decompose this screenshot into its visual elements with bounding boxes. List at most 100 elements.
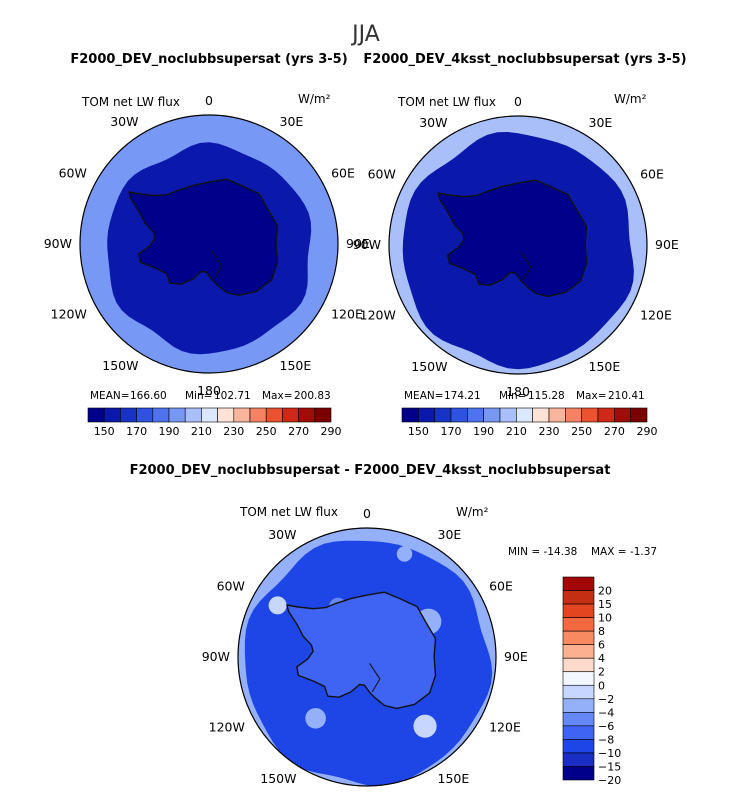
colorbar-cell: [184, 407, 202, 423]
colorbar-cell: [562, 712, 595, 727]
panel-title: F2000_DEV_4ksst_noclubbsupersat (yrs 3-5…: [363, 52, 686, 67]
mean-label: MEAN=: [404, 390, 444, 402]
min-value: MIN = -14.38: [508, 546, 577, 558]
colorbar-cell: [499, 407, 517, 423]
colorbar-tick-label: 15: [598, 598, 612, 611]
colorbar-tick-label: 0: [598, 679, 605, 692]
min-label: Min=: [185, 390, 212, 402]
variable-label: TOM net LW flux: [397, 95, 496, 109]
colorbar-tick-label: 190: [473, 425, 494, 438]
variable-label: TOM net LW flux: [239, 505, 338, 519]
anomaly-patch: [268, 596, 287, 615]
max-value: 200.83: [294, 390, 331, 402]
longitude-label: 180: [355, 796, 379, 798]
colorbar-cell: [103, 407, 121, 423]
colorbar-cell: [562, 725, 595, 740]
colorbar-cell: [467, 407, 484, 423]
longitude-label: 30E: [589, 115, 613, 130]
colorbar-cell: [562, 698, 595, 713]
colorbar-tick-label: 270: [288, 425, 309, 438]
max-value: 210.41: [608, 390, 645, 402]
colorbar-cell: [562, 576, 595, 591]
mean-value: 166.60: [130, 390, 167, 402]
colorbar-cell: [168, 407, 186, 423]
longitude-label: 0: [205, 93, 213, 108]
colorbar-tick-label: 4: [598, 652, 605, 665]
colorbar: 150 170 190 210 230 250 270 290: [401, 407, 658, 438]
colorbar-tick-label: 170: [441, 425, 462, 438]
colorbar-tick-label: 20: [598, 585, 612, 598]
colorbar-tick-label: −20: [598, 774, 621, 787]
ice-shelf-line: [520, 251, 532, 281]
colorbar-cell: [562, 630, 595, 645]
longitude-label: 150E: [589, 359, 621, 374]
longitude-label: 180: [506, 384, 530, 399]
mean-value: 174.21: [444, 390, 481, 402]
map-boundary: [388, 115, 648, 375]
units-label: W/m²: [614, 92, 647, 106]
colorbar-tick-label: −2: [598, 693, 614, 706]
colorbar-cell: [562, 684, 595, 700]
longitude-label: 120E: [640, 308, 672, 323]
colorbar-tick-label: 2: [598, 666, 605, 679]
colorbar-cell: [630, 407, 648, 423]
max-value: MAX = -1.37: [591, 546, 657, 558]
colorbar-tick-label: 190: [159, 425, 180, 438]
colorbar-tick-label: 6: [598, 639, 605, 652]
colorbar-cell: [249, 407, 267, 423]
antarctica-coastline: [286, 591, 437, 710]
colorbar-cell: [401, 407, 419, 423]
longitude-label: 60W: [368, 167, 396, 182]
colorbar-cell: [516, 407, 533, 423]
polar-map: [80, 115, 338, 373]
colorbar-cell: [562, 603, 595, 618]
antarctica-coastline: [128, 178, 279, 297]
colorbar-tick-label: 150: [408, 425, 429, 438]
longitude-label: 150W: [102, 358, 138, 373]
longitude-label: 90E: [346, 236, 370, 251]
longitude-label: 0: [363, 506, 371, 521]
colorbar-tick-label: −15: [598, 760, 621, 773]
colorbar-cell: [201, 407, 218, 423]
colorbar-tick-label: −8: [598, 733, 614, 746]
colorbar-tick-label: 230: [539, 425, 560, 438]
colorbar-cell: [562, 590, 595, 605]
units-label: W/m²: [298, 92, 331, 106]
min-label: Min=: [499, 390, 526, 402]
colorbar-tick-label: 8: [598, 625, 605, 638]
colorbar-tick-label: 250: [256, 425, 277, 438]
map-boundary: [79, 114, 339, 374]
variable-label: TOM net LW flux: [81, 95, 180, 109]
longitude-label: 150W: [411, 359, 447, 374]
season-title: JJA: [350, 22, 380, 47]
colorbar-cell: [136, 407, 154, 423]
longitude-label: 90W: [202, 649, 230, 664]
ice-shelf-line: [211, 250, 223, 280]
longitude-label: 90W: [353, 237, 381, 252]
longitude-label: 30W: [268, 527, 296, 542]
colorbar-tick-label: 10: [598, 612, 612, 625]
longitude-label: 120E: [489, 720, 521, 735]
colorbar-cell: [434, 407, 452, 423]
colorbar-cell: [562, 671, 595, 686]
colorbar-tick-label: 150: [94, 425, 115, 438]
colorbar: 150 170 190 210 230 250 270 290: [87, 407, 342, 438]
panel-title: F2000_DEV_noclubbsupersat - F2000_DEV_4k…: [130, 463, 611, 478]
colorbar-cell: [298, 407, 316, 423]
longitude-label: 60E: [640, 167, 664, 182]
colorbar-tick-label: 210: [506, 425, 527, 438]
colorbar-cell: [152, 407, 170, 423]
colorbar-cell: [581, 407, 599, 423]
colorbar-cell: [548, 407, 566, 423]
longitude-label: 120W: [51, 307, 87, 322]
colorbar-cell: [282, 407, 299, 423]
colorbar-tick-label: 250: [571, 425, 592, 438]
colorbar-cell: [532, 407, 550, 423]
anomaly-patch: [396, 546, 413, 562]
colorbar-cell: [562, 644, 595, 659]
colorbar-tick-label: 290: [637, 425, 658, 438]
panel-title: F2000_DEV_noclubbsupersat (yrs 3-5): [70, 52, 347, 67]
longitude-label: 150E: [280, 358, 312, 373]
longitude-label: 90E: [504, 649, 528, 664]
